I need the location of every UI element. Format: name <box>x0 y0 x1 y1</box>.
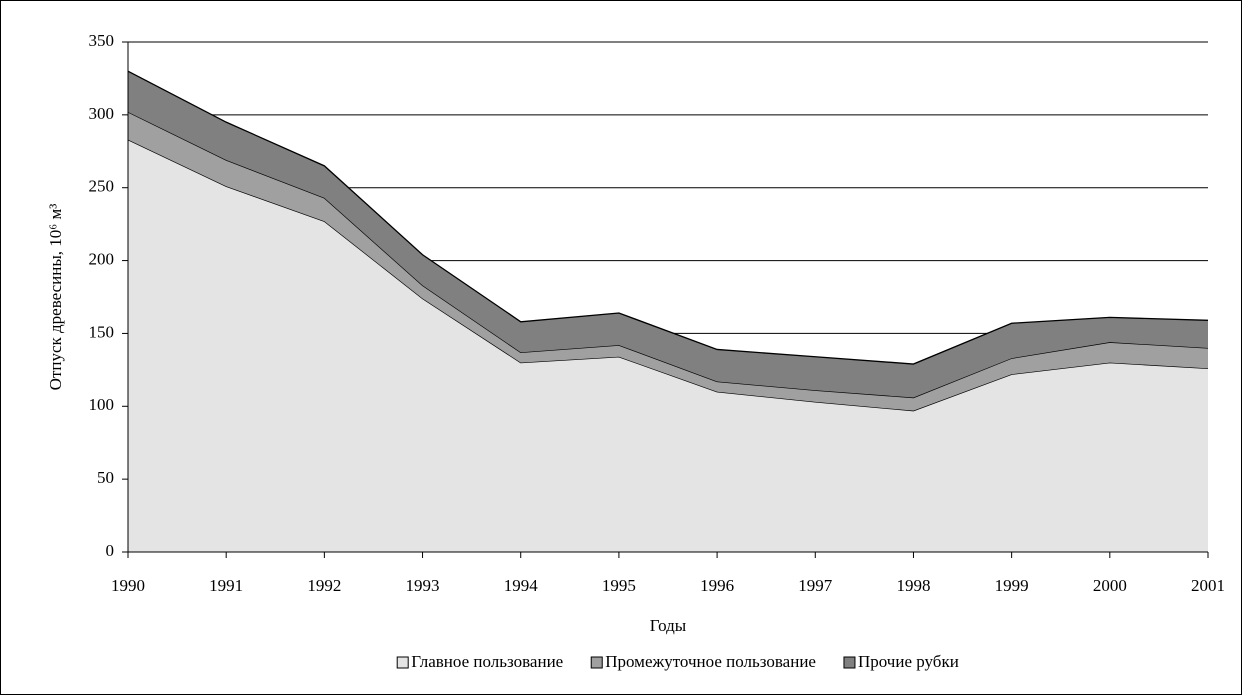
x-tick-label: 1995 <box>602 576 636 595</box>
area <box>128 71 1208 398</box>
x-tick-label: 1997 <box>798 576 833 595</box>
x-tick-label: 1994 <box>504 576 539 595</box>
y-tick-label: 50 <box>97 468 114 487</box>
x-tick-label: 1993 <box>406 576 440 595</box>
legend-label: Главное пользование <box>411 652 563 671</box>
legend-swatch <box>843 656 856 669</box>
x-tick-label: 1991 <box>209 576 243 595</box>
legend-swatch <box>590 656 603 669</box>
y-tick-label: 300 <box>89 104 115 123</box>
legend-label: Промежуточное пользование <box>605 652 816 671</box>
x-tick-label: 2000 <box>1093 576 1127 595</box>
y-tick-label: 200 <box>89 249 115 268</box>
x-tick-label: 1990 <box>111 576 145 595</box>
x-tick-label: 1992 <box>307 576 341 595</box>
y-tick-label: 250 <box>89 177 115 196</box>
y-axis-label: Отпуск древесины, 10⁶ м³ <box>46 204 65 391</box>
x-tick-label: 2001 <box>1191 576 1225 595</box>
y-tick-label: 150 <box>89 322 115 341</box>
y-tick-label: 100 <box>89 395 115 414</box>
legend-label: Прочие рубки <box>858 652 959 671</box>
x-axis-label: Годы <box>650 616 687 635</box>
area-edge <box>127 70 1209 365</box>
x-tick-label: 1998 <box>896 576 930 595</box>
y-tick-label: 350 <box>89 31 115 50</box>
area <box>128 139 1208 552</box>
x-tick-label: 1999 <box>995 576 1029 595</box>
y-tick-label: 0 <box>106 541 115 560</box>
x-tick-label: 1996 <box>700 576 734 595</box>
legend-swatch <box>396 656 409 669</box>
legend: Главное пользование Промежуточное пользов… <box>396 652 959 671</box>
